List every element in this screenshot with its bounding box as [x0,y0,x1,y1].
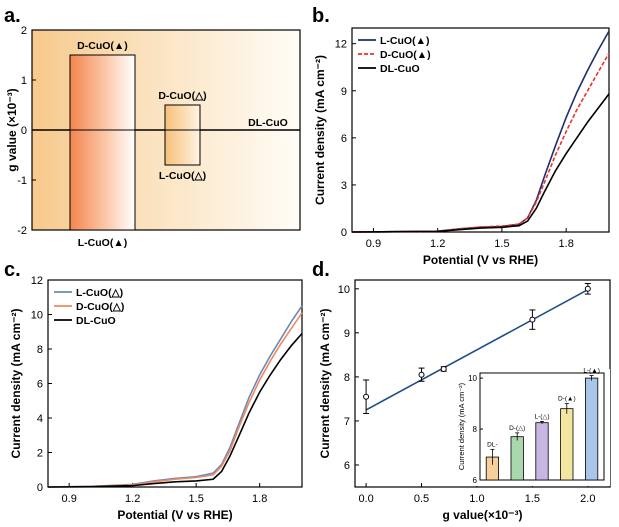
pd-xtick-label-4: 2.0 [580,493,595,505]
panel-a-bar-1 [69,129,136,231]
pd-ytick-label-2: 8 [344,372,350,384]
panel-a-dl-label: DL-CuO [248,117,288,129]
panel-a-chart: -2 -1 0 1 2 g value (×10⁻³) D-CuO(▲) L-CuO(▲) D-… [5,25,301,249]
panel-a-ytick-label-1: -1 [17,175,27,187]
pd-ytick-label-4: 10 [338,284,350,296]
panel-a-ytick-label-0: -2 [17,225,27,237]
pd-inset-bg [448,369,610,486]
pb-xlabel: Potential (V vs RHE) [423,253,538,267]
panel-d-chart: 0.0 0.5 1.0 1.5 2.0 6 7 8 9 10 g value(×10⁻³) Curre… [318,279,611,522]
pc-ytick-label-0: 0 [37,482,43,494]
panel-a-bar-label-1: L-CuO(▲) [78,237,127,249]
panel-pb-frame [351,27,610,233]
pc-ytick-label-5: 10 [31,310,43,322]
pd-ytick-label-1: 7 [344,416,350,428]
pc-series-1 [47,312,303,488]
pc-series-2 [47,332,303,488]
pb-ylabel: Current density (mA cm⁻²) [313,55,327,205]
pb-series-2 [351,93,610,233]
panel-b-label: b. [312,5,330,27]
panel-a-bar-0 [69,54,136,131]
pc-legend-label-2: DL-CuO [76,315,116,327]
pd-fit-line [365,288,589,411]
pd-xtick-label-2: 1.0 [469,493,484,505]
pb-ytick-label-1: 3 [341,180,347,192]
pd-inset-bar-label-3: D-(▲) [558,396,576,403]
pb-ytick-label-4: 12 [335,39,347,51]
pb-legend-label-0: L-CuO(▲) [380,35,429,47]
pc-legend-label-1: D-CuO(△) [76,301,124,313]
pd-ylabel: Current density (mA cm⁻²) [318,309,332,459]
pd-inset-bar-label-2: L-(△) [534,413,549,420]
pd-inset-bar-label-4: L-(▲) [583,368,600,375]
pc-xtick-label-1: 1.2 [125,493,140,505]
panel-a-bar-3 [164,129,201,166]
pb-legend-label-1: D-CuO(▲) [380,49,431,61]
pc-xtick-label-2: 1.5 [189,493,204,505]
pc-xlabel: Potential (V vs RHE) [117,508,232,522]
pd-inset-bar-2 [535,422,549,481]
pd-xtick-label-3: 1.5 [525,493,540,505]
pb-legend-label-2: DL-CuO [380,63,420,75]
pd-inset-ytick-label-0: 6 [473,476,478,485]
panel-d-label: d. [312,259,330,281]
pd-xlabel: g value(×10⁻³) [442,508,522,522]
panel-a-bar-label-3: L-CuO(△) [159,170,206,182]
pd-point-2 [440,365,447,372]
panel-a-ytick-label-4: 2 [21,25,27,37]
pd-xtick-label-0: 0.0 [358,493,373,505]
pd-inset-bar-label-0: DL- [487,441,497,448]
pb-ytick-label-0: 0 [341,227,347,239]
pb-xtick-label-2: 1.5 [494,238,509,250]
pc-ytick-label-3: 6 [37,379,43,391]
pc-legend-label-0: L-CuO(△) [76,287,123,299]
pd-inset-ylabel: Current density (mA cm⁻²) [457,382,466,470]
pb-series-0 [351,30,610,233]
panel-a-ylabel: g value (×10⁻³) [5,88,19,171]
pc-ytick-label-6: 12 [31,275,43,287]
panel-c-label: c. [4,259,21,281]
pb-ytick-label-3: 9 [341,86,347,98]
pd-point-0 [363,393,370,400]
pc-ytick-label-1: 2 [37,448,43,460]
pd-inset-bar-3 [560,408,574,481]
pd-inset-bar-4 [585,377,599,481]
pd-ytick-label-3: 9 [344,328,350,340]
panel-a-label: a. [4,5,21,27]
panel-a-bar-label-0: D-CuO(▲) [77,40,128,52]
pd-ytick-label-0: 6 [344,460,350,472]
pd-point-3 [529,316,536,323]
pd-point-4 [584,285,591,292]
pd-inset-ytick-label-2: 10 [468,374,477,383]
panel-c-chart: 0.9 1.2 1.5 1.8 0 2 4 6 8 10 12 Potential (V vs RHE… [9,275,303,522]
pc-ytick-label-4: 8 [37,344,43,356]
pc-ytick-label-2: 4 [37,413,43,425]
pc-series-0 [47,305,303,488]
pd-inset-bar-1 [510,436,524,481]
panel-b-chart: 0.9 1.2 1.5 1.8 0 3 6 9 12 Potential (V vs RHE) Cu… [313,27,610,267]
pd-inset-ytick-label-1: 8 [473,425,478,434]
panel-a-bar-label-2: D-CuO(△) [158,90,206,102]
pc-ylabel: Current density (mA cm⁻²) [9,309,23,459]
pb-xtick-label-0: 0.9 [366,238,381,250]
pd-xtick-label-1: 0.5 [414,493,429,505]
panel-a-ytick-label-2: 0 [21,125,27,137]
pd-inset-bar-label-1: D-(△) [509,425,525,432]
pd-point-1 [418,371,425,378]
pc-xtick-label-0: 0.9 [62,493,77,505]
pb-xtick-label-1: 1.2 [430,238,445,250]
pb-xtick-label-3: 1.8 [559,238,574,250]
panel-a-bar-2 [164,104,201,131]
panel-a-ytick-label-3: 1 [21,75,27,87]
pb-ytick-label-2: 6 [341,133,347,145]
pc-xtick-label-3: 1.8 [252,493,267,505]
pb-series-1 [351,52,610,233]
